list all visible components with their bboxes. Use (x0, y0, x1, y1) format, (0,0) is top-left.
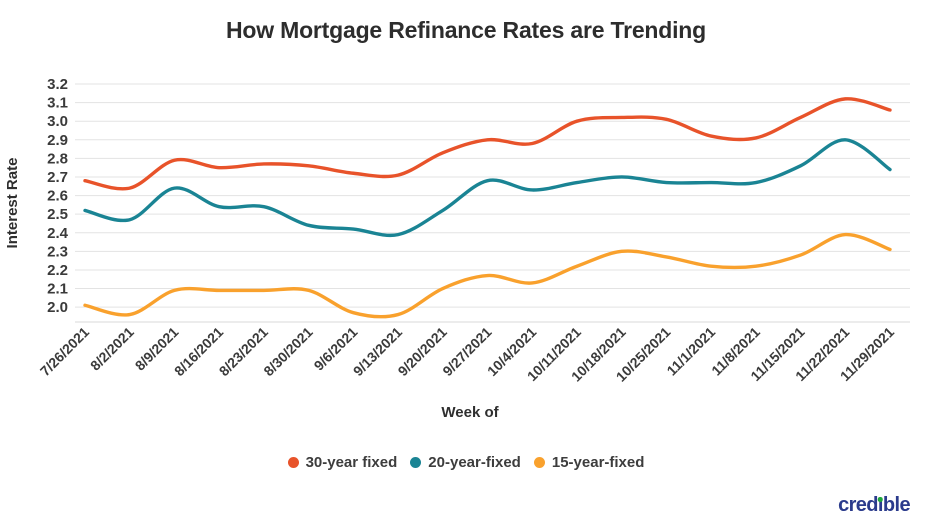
y-axis-tick-label: 2.7 (47, 169, 68, 186)
legend-label: 15-year-fixed (551, 453, 645, 471)
y-axis-tick-label: 2.3 (47, 243, 68, 260)
y-axis-tick-label: 2.5 (47, 206, 68, 223)
y-axis-tick-label: 2.8 (47, 150, 68, 167)
legend-item-30-year-fixed: 30-year fixed (287, 453, 398, 471)
y-axis-title: Interest Rate (4, 158, 21, 249)
y-axis-tick-label: 3.2 (47, 76, 68, 93)
legend-item-15-year-fixed: 15-year-fixed (533, 453, 645, 471)
logo-letter-i: ı (877, 494, 884, 516)
legend-item-20-year-fixed: 20-year-fixed (410, 454, 521, 471)
credible-logo: credı ble (838, 494, 911, 516)
chart-title: How Mortgage Refinance Rates are Trendin… (225, 17, 706, 43)
footer: credı ble (838, 494, 911, 516)
y-axis-tick-label: 2.6 (47, 188, 68, 205)
y-axis-tick-label: 2.9 (47, 132, 68, 149)
legend-label: 20-year-fixed (428, 453, 521, 471)
x-axis-title: Week of (441, 404, 499, 421)
legend-dot-icon (410, 456, 422, 468)
legend-dot-icon (533, 456, 545, 468)
line-15-year-fixed (83, 232, 892, 319)
y-axis-tick-label: 3.1 (47, 95, 68, 112)
chart-legend: 30-year fixed 20-year-fixed 15-year-fixed (0, 449, 932, 475)
y-axis-tick-label: 2.1 (47, 281, 68, 298)
y-axis-tick-label: 2.2 (47, 262, 68, 279)
y-axis-tick-label: 3.0 (47, 113, 68, 130)
y-axis-tick-label: 2.4 (47, 225, 69, 242)
line-30-year-fixed (83, 97, 892, 191)
x-axis-tick-label: 8/2/2021 (87, 324, 137, 374)
y-axis-tick-label: 2.0 (47, 299, 68, 316)
x-axis-tick-label: 8/30/2021 (260, 324, 316, 380)
line-20-year-fixed (83, 138, 892, 238)
logo-green-dot-icon (878, 497, 883, 502)
legend-dot-icon (287, 456, 299, 468)
x-axis-tick-label: 7/26/2021 (37, 324, 93, 380)
legend-label: 30-year fixed (305, 453, 398, 471)
